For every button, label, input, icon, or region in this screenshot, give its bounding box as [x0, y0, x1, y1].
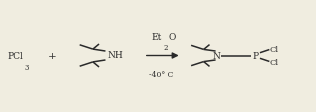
Text: P: P	[252, 52, 258, 60]
Text: +: +	[48, 52, 57, 60]
Text: 3: 3	[25, 63, 29, 71]
Text: Cl: Cl	[270, 46, 279, 54]
Text: 2: 2	[163, 43, 167, 51]
Text: -40° C: -40° C	[149, 71, 173, 79]
Text: PCl: PCl	[8, 52, 23, 60]
Text: N: N	[212, 52, 220, 60]
Text: Cl: Cl	[270, 58, 279, 66]
Text: Et: Et	[151, 33, 161, 42]
Text: NH: NH	[108, 50, 124, 59]
Text: O: O	[168, 33, 175, 42]
